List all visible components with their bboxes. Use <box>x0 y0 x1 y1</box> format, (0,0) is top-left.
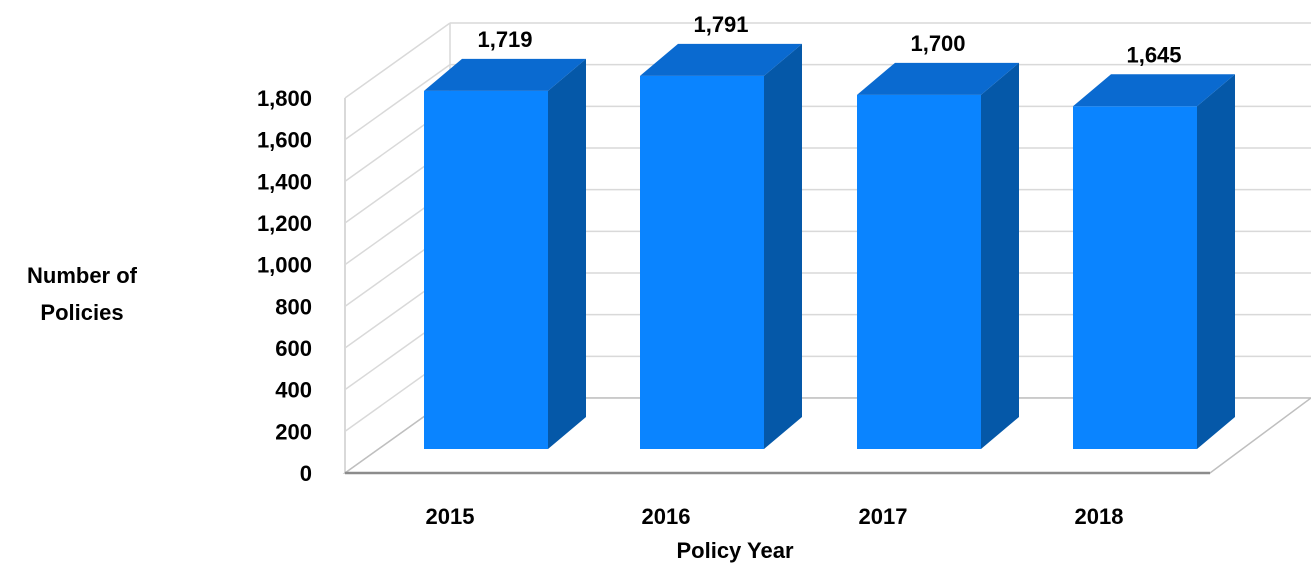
labels: 0 200 400 600 800 1,000 1,200 1,400 1,600 1,800 1,… <box>257 12 1182 529</box>
y-tick-label: 1,600 <box>257 128 312 153</box>
y-tick-label: 1,200 <box>257 211 312 236</box>
y-tick-label: 400 <box>275 378 312 403</box>
bar-front <box>424 90 548 449</box>
x-tick-label: 2016 <box>642 504 691 529</box>
data-label: 1,719 <box>477 27 532 52</box>
gridline-diagonal <box>344 22 451 99</box>
y-tick-label: 1,800 <box>257 86 312 111</box>
y-tick-label: 1,400 <box>257 169 312 194</box>
bar-side <box>1197 74 1235 450</box>
bar-side <box>981 62 1019 449</box>
y-tick-label: 200 <box>275 419 312 444</box>
x-tick-label: 2017 <box>859 504 908 529</box>
bar-top <box>1073 74 1235 107</box>
bar-top <box>857 62 1019 95</box>
x-axis-title: Policy Year <box>676 538 793 563</box>
x-tick-label: 2015 <box>426 504 475 529</box>
y-tick-label: 1,000 <box>257 253 312 278</box>
data-label: 1,700 <box>910 31 965 56</box>
bars <box>424 43 1235 450</box>
bar-top <box>640 43 802 76</box>
y-tick-label: 600 <box>275 336 312 361</box>
data-label: 1,645 <box>1126 42 1181 67</box>
y-tick-label: 0 <box>300 461 312 486</box>
y-tick-label: 800 <box>275 294 312 319</box>
bar-front <box>1073 106 1197 450</box>
y-axis-title-line-1: Number of <box>27 263 138 288</box>
bar-front <box>640 75 764 449</box>
data-label: 1,791 <box>693 12 748 37</box>
gridline-diagonal <box>344 64 451 141</box>
y-axis-title-line-2: Policies <box>40 300 123 325</box>
bar-front <box>857 94 981 449</box>
x-tick-label: 2018 <box>1075 504 1124 529</box>
bar-side <box>764 43 802 449</box>
bar-side <box>548 58 586 449</box>
bar-top <box>424 58 586 91</box>
